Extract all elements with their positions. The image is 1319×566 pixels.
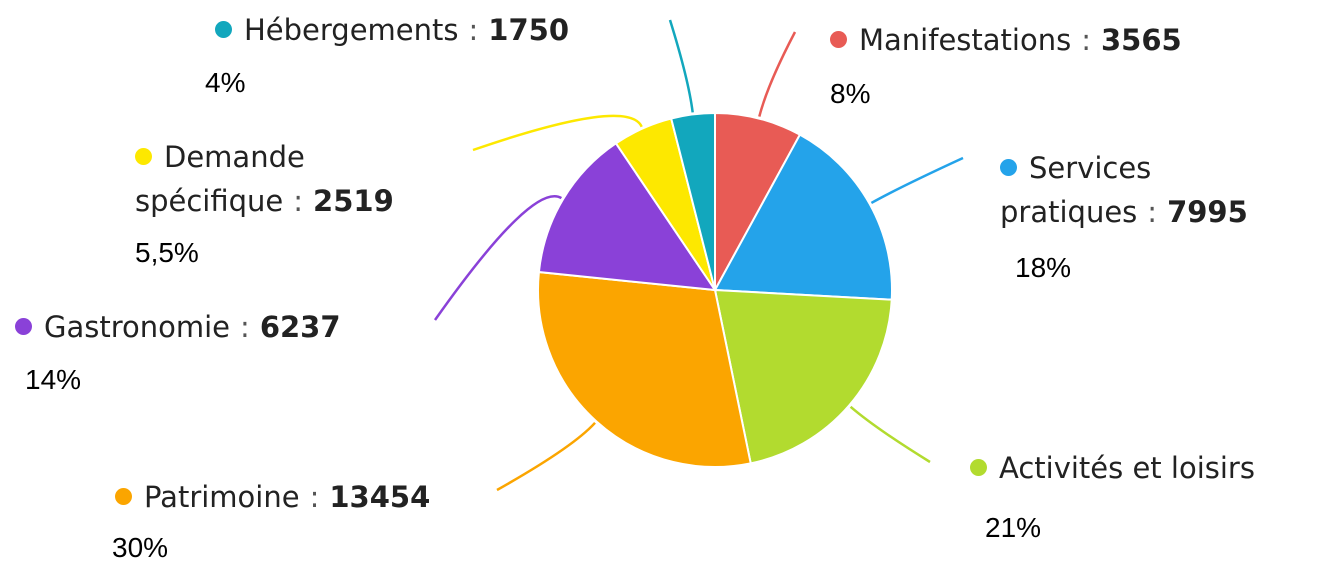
separator: :	[1147, 195, 1158, 229]
legend-dot	[1000, 159, 1017, 176]
count: 7995	[1167, 195, 1248, 229]
pie-slice	[537, 141, 718, 292]
leader-line	[758, 31, 797, 117]
legend-label: Hébergements:1750	[215, 8, 645, 52]
percent-label: 4%	[205, 67, 246, 98]
leader-line	[472, 114, 643, 152]
separator: :	[1081, 23, 1091, 57]
category-name: Patrimoine	[144, 480, 300, 514]
pie-slice	[713, 288, 893, 465]
pie-slice	[537, 270, 752, 468]
category-name: Gastronomie	[44, 310, 231, 344]
separator: :	[293, 184, 304, 218]
leader-line	[870, 156, 964, 205]
leader-line	[668, 19, 694, 113]
legend-dot	[970, 459, 987, 476]
pie-slice	[669, 111, 716, 291]
legend-label: Manifestations:3565	[830, 18, 1290, 62]
category-name: Hébergements	[244, 13, 459, 47]
legend-dot	[15, 318, 32, 335]
pie-slice	[713, 133, 893, 301]
count: 6237	[259, 310, 341, 344]
legend-dot	[830, 31, 847, 48]
percent-label: 8%	[830, 78, 871, 109]
legend-label: Activités et loisirs	[970, 446, 1315, 490]
separator: :	[240, 310, 250, 344]
count: 13454	[329, 480, 431, 514]
legend-dot	[135, 148, 152, 165]
leader-line	[433, 195, 563, 321]
legend-label: Patrimoine:13454	[115, 475, 515, 519]
percent-label: 21%	[985, 512, 1042, 543]
legend-dot	[115, 488, 132, 505]
legend-dot	[215, 21, 232, 38]
count: 3565	[1100, 23, 1182, 57]
leader-line	[849, 405, 931, 464]
count: 2519	[313, 184, 394, 218]
percent-label: 18%	[1015, 252, 1072, 283]
category-name: Services pratiques	[1000, 151, 1152, 229]
category-name: Activités et loisirs	[999, 451, 1255, 485]
separator: :	[309, 480, 320, 514]
category-name: Manifestations	[859, 23, 1072, 57]
percent-label: 14%	[25, 364, 82, 395]
category-name: Demande spécifique	[135, 140, 305, 218]
count: 1750	[488, 13, 570, 47]
separator: :	[468, 13, 479, 47]
legend-label: Demande spécifique:2519	[135, 135, 445, 223]
legend-label: Services pratiques:7995	[1000, 146, 1290, 234]
legend-label: Gastronomie:6237	[15, 305, 435, 349]
percent-label: 30%	[112, 532, 169, 563]
percent-label: 5,5%	[135, 237, 199, 268]
leader-line	[496, 421, 596, 492]
